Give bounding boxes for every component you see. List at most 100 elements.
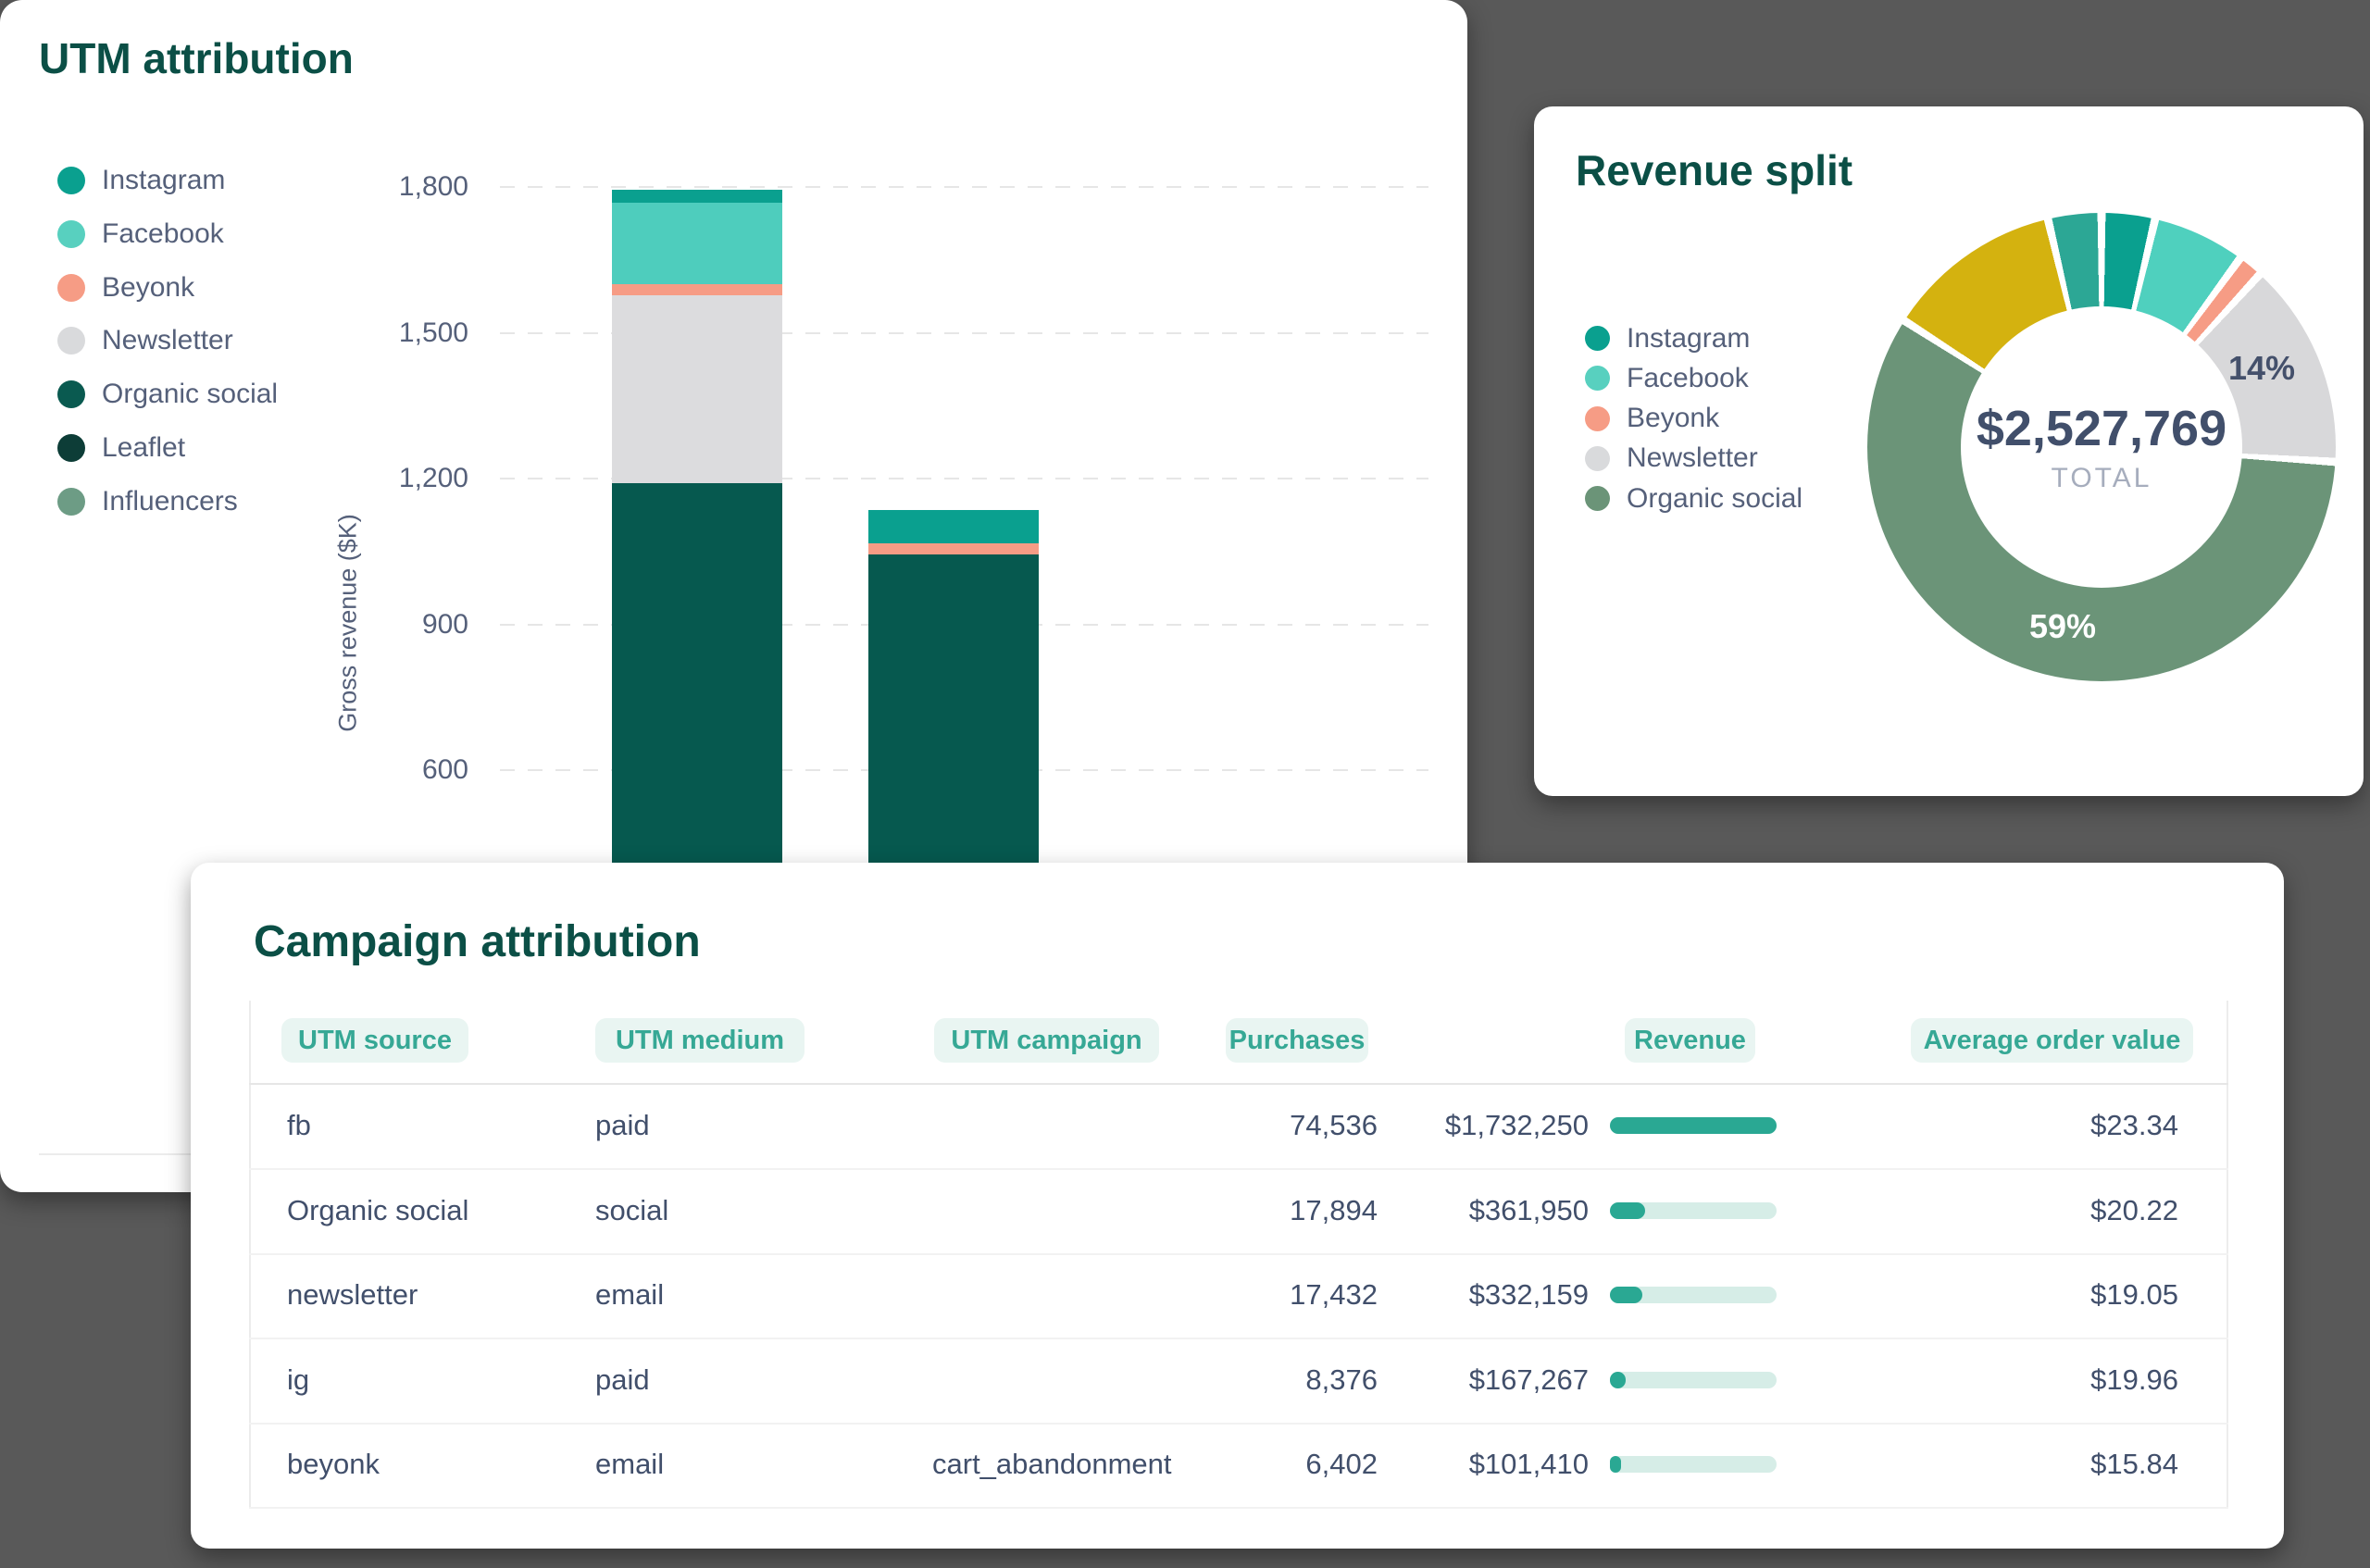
cell-utm-medium: paid	[595, 1109, 650, 1141]
legend-item-organic-social[interactable]: Organic social	[57, 379, 278, 410]
cell-utm-source: beyonk	[287, 1448, 380, 1480]
legend-item-label: Leaflet	[102, 432, 186, 463]
bar-segment-beyonk	[612, 284, 782, 296]
legend-color-dot	[57, 273, 85, 302]
cell-revenue: $1,732,250	[1444, 1109, 1589, 1141]
legend-item-newsletter[interactable]: Newsletter	[57, 325, 233, 356]
legend-item-instagram[interactable]: Instagram	[1585, 323, 1750, 355]
bar-segment-instagram	[868, 510, 1039, 543]
gridline-1800	[500, 186, 1428, 188]
cell-utm-campaign: cart_abandonment	[932, 1448, 1172, 1480]
donut-total-value: $2,527,769	[1976, 401, 2227, 456]
legend-color-dot	[57, 167, 85, 194]
legend-item-leaflet[interactable]: Leaflet	[57, 432, 185, 464]
table-header-separator	[249, 1083, 2228, 1085]
newsletter-percent-label: 14%	[2227, 349, 2296, 387]
gridline-1200	[500, 478, 1428, 479]
column-header-utm-medium[interactable]: UTM medium	[595, 1018, 805, 1063]
cell-utm-medium: paid	[595, 1363, 650, 1396]
y-tick-1200: 1,200	[398, 463, 468, 493]
revenue-bar-track	[1610, 1456, 1777, 1473]
legend-item-label: Organic social	[1627, 482, 1803, 514]
legend-item-label: Beyonk	[1627, 403, 1720, 434]
column-header-average-order-value[interactable]: Average order value	[1911, 1018, 2193, 1063]
cell-utm-source: fb	[287, 1109, 311, 1141]
row-separator	[249, 1252, 2228, 1255]
revenue-bar-fill	[1610, 1201, 1645, 1219]
cell-purchases: 17,432	[1290, 1278, 1378, 1311]
y-tick-1500: 1,500	[398, 317, 468, 348]
revenue-bar-fill	[1610, 1371, 1626, 1388]
legend-item-organic-social[interactable]: Organic social	[1585, 483, 1802, 515]
cell-revenue: $361,950	[1468, 1193, 1589, 1226]
cell-purchases: 8,376	[1305, 1363, 1378, 1396]
legend-item-newsletter[interactable]: Newsletter	[1585, 442, 1758, 474]
revenue-bar-track	[1610, 1371, 1777, 1388]
cell-revenue: $332,159	[1468, 1278, 1589, 1311]
campaign-attribution-title: Campaign attribution	[254, 917, 701, 966]
cell-average-order-value: $23.34	[2090, 1109, 2178, 1141]
revenue-bar-track	[1610, 1117, 1777, 1134]
legend-color-dot	[57, 487, 85, 516]
column-header-revenue[interactable]: Revenue	[1625, 1018, 1755, 1063]
revenue-bar-fill	[1610, 1117, 1777, 1134]
legend-item-influencers[interactable]: Influencers	[57, 486, 238, 517]
cell-utm-source: newsletter	[287, 1278, 418, 1311]
campaign-attribution-card: Campaign attribution UTM source UTM mediu…	[191, 863, 2284, 1549]
legend-item-label: Beyonk	[102, 271, 195, 303]
revenue-bar-track	[1610, 1201, 1777, 1219]
cell-utm-source: Organic social	[287, 1193, 469, 1226]
legend-item-facebook[interactable]: Facebook	[1585, 363, 1749, 394]
cell-average-order-value: $15.84	[2090, 1448, 2178, 1480]
column-header-utm-campaign[interactable]: UTM campaign	[934, 1018, 1159, 1063]
legend-item-label: Newsletter	[1627, 442, 1758, 474]
row-separator	[249, 1338, 2228, 1339]
legend-color-dot	[1585, 366, 1610, 392]
legend-item-beyonk[interactable]: Beyonk	[1585, 403, 1719, 434]
row-separator	[249, 1507, 2228, 1509]
legend-item-label: Organic social	[102, 379, 279, 410]
revenue-split-card: Revenue split Instagram Facebook Beyonk New…	[1534, 106, 2364, 796]
revenue-bar-fill	[1610, 1456, 1621, 1473]
legend-item-label: Instagram	[102, 165, 226, 195]
column-header-purchases[interactable]: Purchases	[1226, 1018, 1368, 1063]
legend-item-beyonk[interactable]: Beyonk	[57, 272, 194, 304]
organic-percent-label: 59%	[2028, 607, 2097, 645]
cell-average-order-value: $19.96	[2090, 1363, 2178, 1396]
legend-item-facebook[interactable]: Facebook	[57, 218, 224, 250]
cell-purchases: 74,536	[1290, 1109, 1378, 1141]
donut-total-caption: TOTAL	[2051, 463, 2152, 493]
cell-average-order-value: $19.05	[2090, 1278, 2178, 1311]
cell-purchases: 6,402	[1305, 1448, 1378, 1480]
cell-revenue: $167,267	[1468, 1363, 1589, 1396]
utm-attribution-title: UTM attribution	[39, 34, 354, 82]
bar-segment-beyonk	[868, 542, 1039, 555]
legend-color-dot	[57, 219, 85, 248]
cell-utm-source: ig	[287, 1363, 310, 1396]
bar-segment-instagram	[612, 189, 782, 204]
cell-revenue: $101,410	[1468, 1448, 1589, 1480]
gridline-1500	[500, 331, 1428, 334]
bar-segment-facebook	[612, 203, 782, 284]
revenue-bar-track	[1610, 1287, 1777, 1303]
revenue-bar-fill	[1610, 1287, 1642, 1303]
column-header-utm-source[interactable]: UTM source	[281, 1018, 468, 1063]
row-separator	[249, 1422, 2228, 1425]
cell-utm-medium: social	[595, 1193, 669, 1226]
cell-average-order-value: $20.22	[2090, 1193, 2178, 1226]
legend-color-dot	[57, 327, 85, 355]
legend-color-dot	[57, 434, 85, 462]
cell-utm-medium: email	[595, 1278, 665, 1311]
legend-item-instagram[interactable]: Instagram	[57, 165, 225, 196]
legend-item-label: Influencers	[102, 485, 238, 516]
cell-utm-medium: email	[595, 1448, 665, 1480]
legend-color-dot	[1585, 486, 1610, 512]
y-tick-600: 600	[421, 754, 468, 785]
y-tick-900: 900	[421, 608, 468, 640]
cell-purchases: 17,894	[1290, 1193, 1378, 1226]
legend-color-dot	[1585, 405, 1610, 431]
legend-item-label: Newsletter	[102, 325, 233, 356]
legend-color-dot	[1585, 445, 1610, 471]
legend-item-label: Facebook	[1627, 362, 1749, 393]
